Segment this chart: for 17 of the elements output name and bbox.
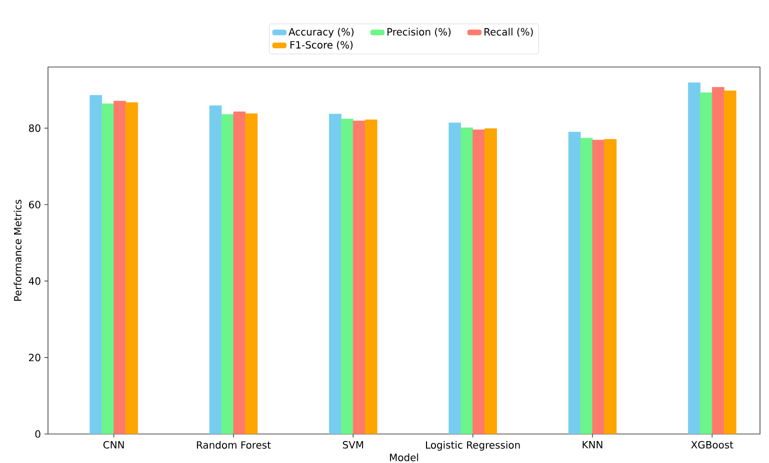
x-tick-label: CNN (103, 441, 124, 449)
y-tick-label: 60 (29, 200, 40, 208)
legend-label: F1-Score (%) (290, 40, 353, 50)
x-axis-title: Model (390, 453, 418, 462)
legend-label: Precision (%) (388, 28, 451, 37)
y-tick-label: 80 (28, 124, 40, 132)
x-tick-label: Logistic Regression (426, 441, 520, 451)
legend-label: Recall (%) (484, 28, 533, 37)
y-tick-label: 20 (29, 354, 40, 362)
x-tick-label: XGBoost (691, 441, 734, 449)
y-tick-label: 0 (35, 430, 40, 438)
y-axis-title: Performance Metrics (14, 200, 22, 301)
y-tick-label: 40 (28, 277, 40, 285)
x-tick-label: KNN (582, 441, 602, 448)
x-tick-label: SVM (342, 441, 364, 449)
x-tick-label: Random Forest (196, 441, 271, 449)
legend-label: Accuracy (%) (288, 28, 354, 38)
